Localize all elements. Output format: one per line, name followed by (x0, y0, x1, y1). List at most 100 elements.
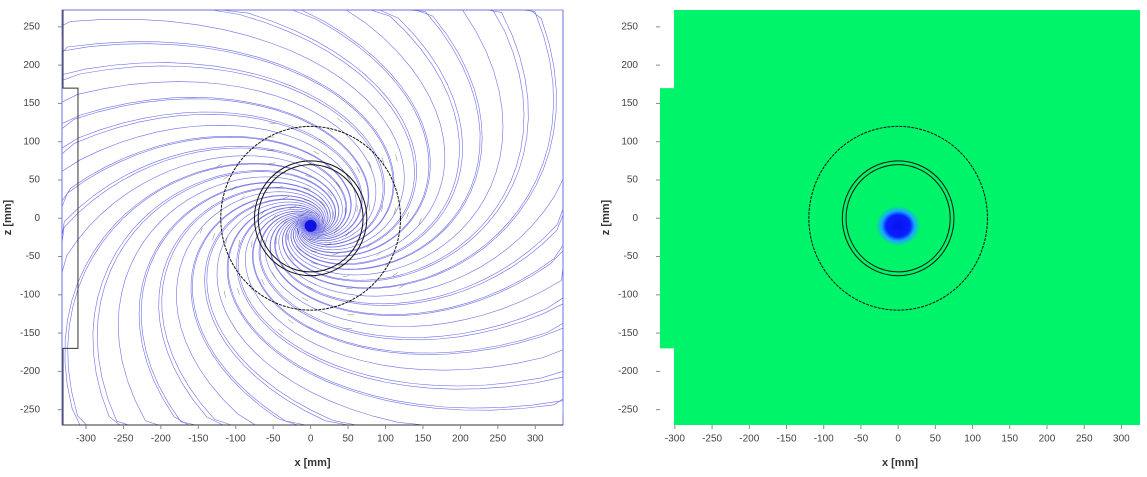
vector (356, 166, 360, 173)
x-tick-label: 0 (895, 434, 901, 445)
vector (322, 217, 325, 224)
vector (289, 205, 297, 209)
x-tick-label: 50 (343, 434, 355, 445)
vector (342, 275, 350, 278)
vector (301, 297, 309, 302)
vector (310, 250, 318, 253)
core (304, 219, 317, 232)
vector (295, 245, 301, 252)
vector (223, 290, 226, 298)
vector (199, 227, 203, 234)
y-tick-label: 200 (621, 60, 638, 71)
y-tick-label: 100 (23, 136, 40, 147)
vector (345, 328, 353, 330)
vector (305, 211, 313, 213)
vector (283, 218, 288, 225)
vector (337, 118, 343, 123)
vector (249, 284, 253, 291)
x-tick-label: 300 (527, 434, 544, 445)
x-tick-label: -250 (113, 434, 133, 445)
vector (310, 262, 318, 265)
x-tick-label: 250 (490, 434, 507, 445)
vector (289, 255, 294, 262)
y-tick-label: 250 (23, 21, 40, 32)
ring (845, 164, 951, 273)
x-tick-label: 50 (930, 434, 942, 445)
vector (398, 284, 405, 289)
y-tick-label: -250 (618, 404, 638, 415)
x-tick-label: 150 (1001, 434, 1018, 445)
vector (282, 196, 289, 200)
x-tick-label: 150 (415, 434, 432, 445)
vector (287, 319, 294, 324)
y-tick-label: 50 (29, 175, 41, 186)
vector (345, 287, 353, 290)
y-axis-title: z [mm] (2, 199, 14, 235)
x-axis-title: x [mm] (882, 457, 918, 469)
x-tick-label: 250 (1076, 434, 1093, 445)
vector (322, 225, 326, 233)
vector (251, 240, 253, 248)
vector (286, 233, 288, 241)
vector (261, 278, 265, 286)
x-tick-label: -100 (226, 434, 246, 445)
vector (301, 235, 307, 241)
x-tick-label: 300 (1113, 434, 1130, 445)
x-tick-label: -100 (814, 434, 834, 445)
vectors (199, 118, 422, 334)
vector (381, 205, 383, 212)
y-tick-label: 100 (621, 136, 638, 147)
vector (395, 154, 398, 162)
y-tick-label: 150 (621, 98, 638, 109)
y-tick-label: -250 (20, 404, 40, 415)
vector (406, 212, 409, 219)
y-axis-title: z [mm] (600, 199, 612, 235)
vector (333, 211, 335, 219)
vector (305, 174, 312, 178)
vector (212, 233, 215, 240)
vector (308, 238, 316, 241)
x-tick-label: 200 (1039, 434, 1056, 445)
y-tick-label: 150 (23, 98, 40, 109)
vector (269, 122, 276, 124)
vector (260, 209, 266, 216)
x-tick-label: 0 (308, 434, 314, 445)
y-tick-label: -50 (26, 251, 41, 262)
domain-outline (62, 10, 563, 426)
vector (325, 243, 332, 247)
y-tick-label: 50 (627, 175, 639, 186)
ring (808, 125, 988, 311)
vector (225, 237, 228, 245)
vector (278, 329, 284, 334)
vector (315, 211, 321, 217)
vector (319, 139, 326, 144)
x-tick-label: -50 (266, 434, 281, 445)
vector (320, 200, 326, 207)
x-tick-label: -200 (739, 434, 759, 445)
vector (303, 187, 311, 190)
ring (841, 160, 955, 277)
vector (238, 239, 241, 247)
y-tick-label: 0 (34, 213, 40, 224)
vector (306, 285, 313, 290)
vector (368, 161, 372, 168)
vector (237, 288, 240, 295)
vector (216, 163, 223, 168)
core (876, 205, 921, 246)
ring (257, 164, 364, 273)
x-tick-label: -50 (854, 434, 869, 445)
vector (271, 272, 276, 279)
y-tick-label: -100 (20, 289, 40, 300)
x-tick-label: -300 (665, 434, 685, 445)
vector (332, 252, 339, 256)
vector (327, 190, 333, 197)
vector (327, 128, 334, 133)
x-axis-title: x [mm] (294, 457, 330, 469)
x-tick-label: -300 (76, 434, 96, 445)
x-tick-label: -150 (777, 434, 797, 445)
vector (223, 175, 229, 180)
vector (295, 219, 299, 227)
x-tick-label: -150 (188, 434, 208, 445)
y-tick-label: -150 (618, 328, 638, 339)
